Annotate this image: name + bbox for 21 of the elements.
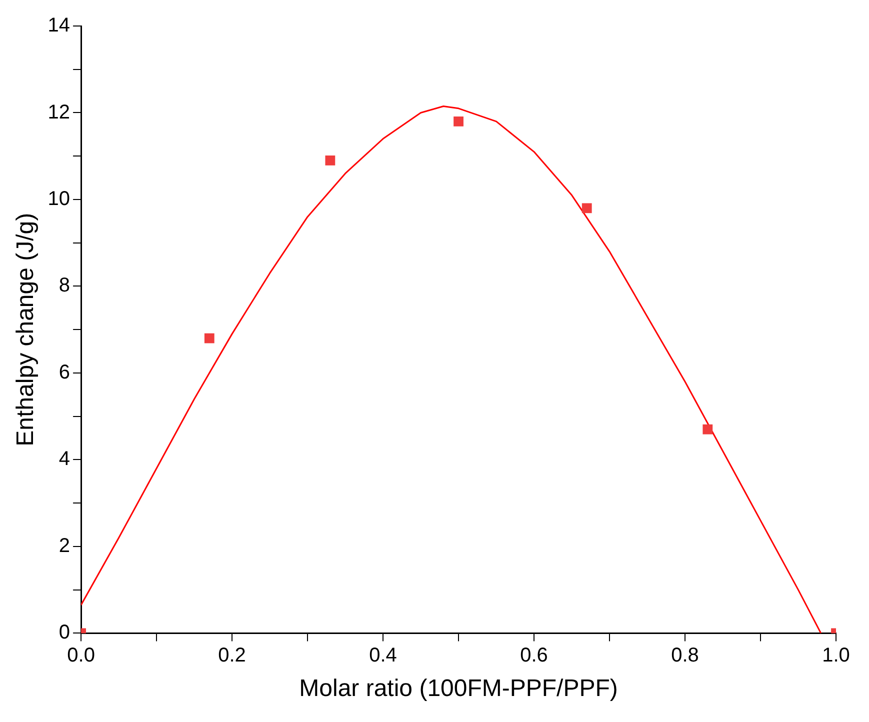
x-tick-label: 0.8 <box>671 644 699 667</box>
point <box>325 156 336 166</box>
point <box>454 116 464 126</box>
y-tick-label: 8 <box>58 274 70 297</box>
point <box>702 424 713 434</box>
y-tick-label: 14 <box>48 14 70 37</box>
y-axis-title: Enthalpy change (J/g) <box>12 212 40 446</box>
x-tick-label: 0.4 <box>369 644 397 667</box>
x-tick-label: 1.0 <box>822 644 850 667</box>
y-tick-label: 4 <box>58 448 70 470</box>
point <box>582 203 592 214</box>
x-tick-label: 0.6 <box>520 644 548 667</box>
y-tick-label: 0 <box>58 622 70 644</box>
x-tick-label: 0.0 <box>67 644 95 667</box>
point <box>204 333 214 344</box>
y-tick-label: 6 <box>58 361 70 384</box>
x-axis-title: Molar ratio (100FM-PPF/PPF) <box>299 675 618 702</box>
y-tick-label: 12 <box>48 101 70 124</box>
y-tick-label: 10 <box>48 188 70 210</box>
y-tick-label: 2 <box>58 534 70 557</box>
x-tick-label: 0.2 <box>218 644 246 667</box>
